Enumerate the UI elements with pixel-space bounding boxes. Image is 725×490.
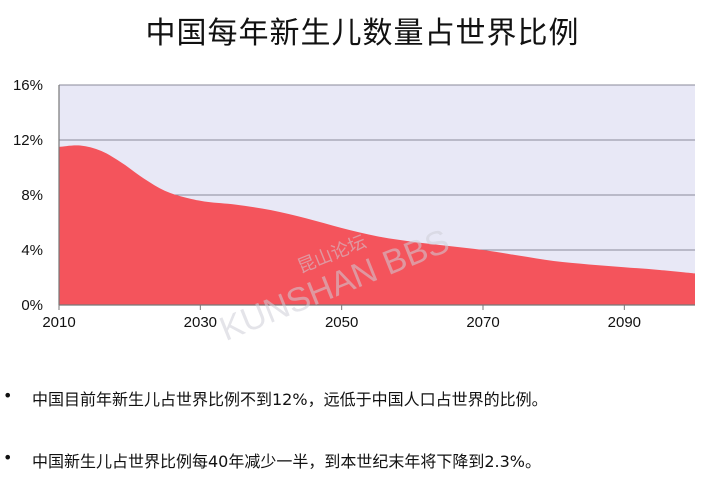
bullet-item: • 中国目前年新生儿占世界比例不到12%，远低于中国人口占世界的比例。: [0, 384, 725, 412]
y-tick-label: 12%: [13, 132, 43, 149]
x-tick-label: 2050: [325, 314, 358, 331]
y-tick-label: 4%: [21, 242, 43, 259]
y-tick-label: 16%: [13, 77, 43, 94]
y-tick-label: 0%: [21, 297, 43, 314]
x-tick-label: 2030: [184, 314, 217, 331]
series-area: [59, 145, 695, 305]
x-tick-label: 2070: [466, 314, 499, 331]
x-tick-label: 2090: [608, 314, 641, 331]
bullet-item: • 中国新生儿占世界比例每40年减少一半，到本世纪末年将下降到2.3%。: [0, 446, 725, 474]
bullet-marker: •: [3, 386, 13, 405]
chart-title: 中国每年新生儿数量占世界比例: [145, 16, 580, 51]
area-chart: 0%4%8%12%16%2010 2030 2050 2070 2090 昆山论坛KUN…: [13, 77, 695, 345]
bullet-text: 中国目前年新生儿占世界比例不到12%，远低于中国人口占世界的比例。: [32, 390, 548, 409]
plot-area: 0% 4% 8% 12% 16% 2010 2030 2050 2070 2090: [13, 77, 695, 331]
bullet-marker: •: [3, 448, 13, 467]
y-tick-label: 8%: [21, 187, 43, 204]
x-tick-label: 2010: [42, 314, 75, 331]
bullet-text: 中国新生儿占世界比例每40年减少一半，到本世纪末年将下降到2.3%。: [32, 452, 542, 471]
